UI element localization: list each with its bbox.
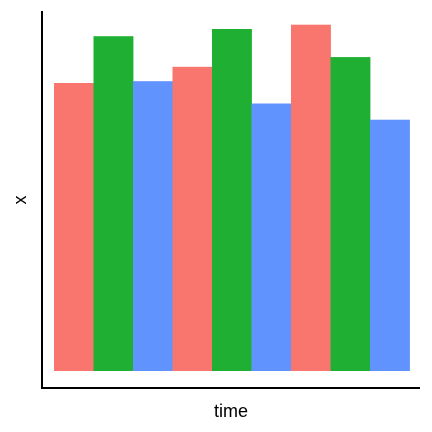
bar-group2-series1: [172, 66, 213, 372]
bar-group3-series3: [370, 119, 410, 371]
bar-group2-series2: [212, 29, 252, 371]
bar-group2-series3: [251, 103, 292, 372]
y-axis-label: x: [10, 196, 30, 205]
x-axis-label: time: [214, 401, 248, 421]
bars-layer: [54, 24, 410, 372]
bar-group1-series3: [133, 81, 173, 371]
bar-group3-series2: [330, 57, 371, 371]
bar-group3-series1: [291, 24, 331, 372]
bar-group1-series2: [93, 36, 134, 371]
bar-group1-series1: [54, 83, 94, 371]
